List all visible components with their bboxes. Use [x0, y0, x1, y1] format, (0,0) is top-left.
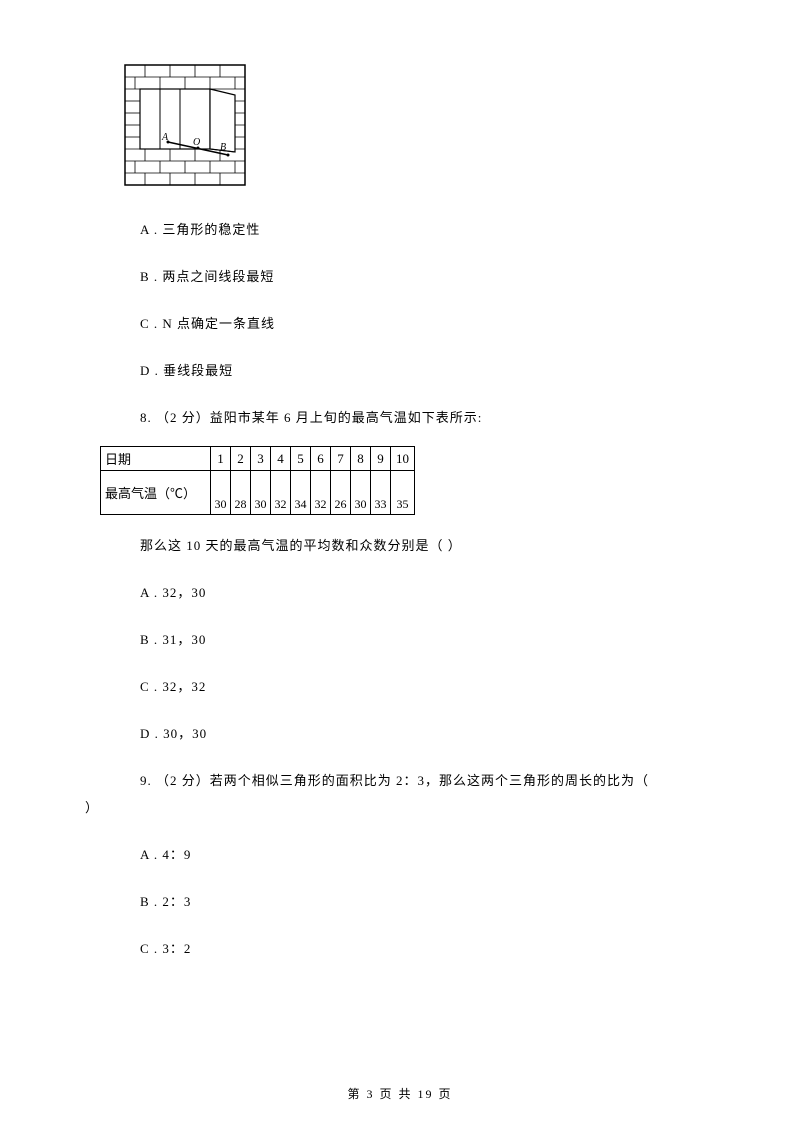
table-cell: 1: [211, 447, 231, 471]
svg-text:B: B: [220, 142, 226, 153]
option-9c: C . 3：2: [140, 938, 700, 957]
table-cell: 35: [391, 471, 415, 515]
question-9-close: ）: [85, 797, 700, 816]
table-cell: 30: [251, 471, 271, 515]
table-date-label: 日期: [101, 447, 211, 471]
option-7b: B . 两点之间线段最短: [140, 266, 700, 285]
table-cell: 9: [371, 447, 391, 471]
table-cell: 26: [331, 471, 351, 515]
table-cell: 5: [291, 447, 311, 471]
option-9b: B . 2：3: [140, 891, 700, 910]
table-cell: 2: [231, 447, 251, 471]
question-8-text: 8. （2 分）益阳市某年 6 月上旬的最高气温如下表所示:: [140, 407, 700, 426]
option-8b: B . 31，30: [140, 629, 700, 648]
table-cell: 6: [311, 447, 331, 471]
question-8-followup: 那么这 10 天的最高气温的平均数和众数分别是（ ）: [140, 535, 700, 554]
temperature-table: 日期 1 2 3 4 5 6 7 8 9 10 最高气温（℃） 30 28 30…: [100, 446, 415, 515]
table-cell: 32: [311, 471, 331, 515]
table-cell: 28: [231, 471, 251, 515]
brick-wall-diagram: A O B: [120, 60, 700, 194]
table-cell: 7: [331, 447, 351, 471]
option-8d: D . 30，30: [140, 723, 700, 742]
option-7d: D . 垂线段最短: [140, 360, 700, 379]
svg-text:O: O: [193, 137, 200, 148]
table-row: 日期 1 2 3 4 5 6 7 8 9 10: [101, 447, 415, 471]
svg-text:A: A: [161, 132, 169, 143]
table-cell: 33: [371, 471, 391, 515]
table-cell: 3: [251, 447, 271, 471]
option-7c: C . N 点确定一条直线: [140, 313, 700, 332]
question-9-text: 9. （2 分）若两个相似三角形的面积比为 2：3，那么这两个三角形的周长的比为…: [140, 770, 700, 789]
table-cell: 8: [351, 447, 371, 471]
table-cell: 30: [211, 471, 231, 515]
option-8a: A . 32，30: [140, 582, 700, 601]
table-cell: 4: [271, 447, 291, 471]
option-7a: A . 三角形的稳定性: [140, 219, 700, 238]
page-footer: 第 3 页 共 19 页: [0, 1085, 800, 1102]
table-cell: 32: [271, 471, 291, 515]
table-row: 最高气温（℃） 30 28 30 32 34 32 26 30 33 35: [101, 471, 415, 515]
table-temp-label: 最高气温（℃）: [101, 471, 211, 515]
option-8c: C . 32，32: [140, 676, 700, 695]
table-cell: 30: [351, 471, 371, 515]
option-9a: A . 4：9: [140, 844, 700, 863]
table-cell: 10: [391, 447, 415, 471]
table-cell: 34: [291, 471, 311, 515]
